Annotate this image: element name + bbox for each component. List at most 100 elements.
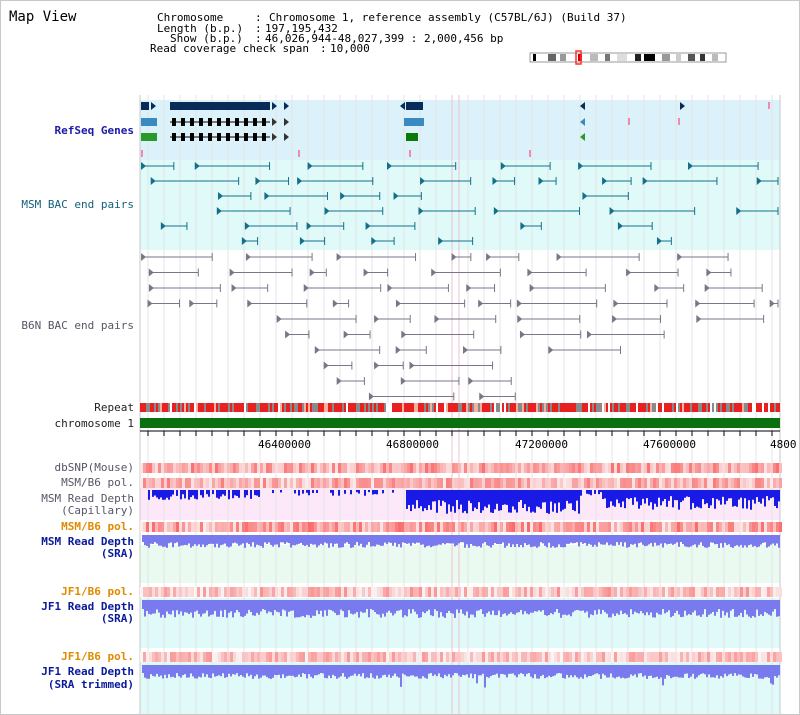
bac-end-marker xyxy=(704,284,710,292)
read-depth-bar xyxy=(600,490,602,493)
repeat-segment xyxy=(684,403,686,412)
read-depth-bar xyxy=(722,490,724,497)
track-label-msm-b6-pol-2[interactable]: MSM/B6 pol. xyxy=(61,520,134,533)
read-depth-bar xyxy=(218,490,220,499)
read-depth-bar xyxy=(588,665,590,676)
read-depth-bar xyxy=(412,600,414,610)
repeat-segment xyxy=(406,403,408,412)
track-label-b6n-bac[interactable]: B6N BAC end pairs xyxy=(21,319,134,332)
read-depth-bar xyxy=(692,600,694,613)
polymorphism-segment xyxy=(287,522,290,532)
track-label-chromosome[interactable]: chromosome 1 xyxy=(54,417,134,430)
read-depth-bar xyxy=(432,535,434,547)
track-label-repeat[interactable]: Repeat xyxy=(94,401,134,414)
bac-end-marker xyxy=(626,268,632,277)
refseq-gene xyxy=(141,118,157,126)
polymorphism-segment xyxy=(740,652,743,662)
length-value: 197,195,432 xyxy=(265,22,338,35)
dbsnp-segment xyxy=(536,463,539,473)
read-depth-bar xyxy=(220,665,222,677)
polymorphism-segment xyxy=(332,652,335,662)
polymorphism-segment xyxy=(386,522,389,532)
dbsnp-segment xyxy=(731,463,734,473)
read-depth-bar xyxy=(468,490,470,501)
read-depth-bar xyxy=(748,535,750,546)
repeat-segment xyxy=(190,403,192,412)
polymorphism-segment xyxy=(152,522,155,532)
dbsnp-segment xyxy=(725,463,728,473)
track-label-msm-b6-pol[interactable]: MSM/B6 pol. xyxy=(61,476,134,489)
track-label-refseq[interactable]: RefSeq Genes xyxy=(54,124,134,137)
repeat-segment xyxy=(188,403,190,412)
polymorphism-segment xyxy=(248,587,251,597)
read-depth-bar xyxy=(728,490,730,499)
repeat-segment xyxy=(342,403,344,412)
polymorphism-segment xyxy=(755,587,758,597)
track-label-msm-depth-capillary[interactable]: MSM Read Depth xyxy=(41,492,134,505)
polymorphism-segment xyxy=(392,652,395,662)
track-label-jf1-b6-pol[interactable]: JF1/B6 pol. xyxy=(61,585,134,598)
read-depth-bar xyxy=(600,535,602,545)
polymorphism-segment xyxy=(563,587,566,597)
repeat-segment xyxy=(482,403,484,412)
polymorphism-segment xyxy=(668,478,671,488)
read-depth-bar xyxy=(424,535,426,548)
track-label-msm-depth-sra[interactable]: MSM Read Depth xyxy=(41,535,134,548)
read-depth-bar xyxy=(356,600,358,613)
polymorphism-segment xyxy=(296,587,299,597)
dbsnp-segment xyxy=(440,463,443,473)
dbsnp-segment xyxy=(527,463,530,473)
read-depth-bar xyxy=(534,665,536,675)
repeat-segment xyxy=(448,403,450,412)
repeat-segment xyxy=(658,403,660,412)
repeat-segment xyxy=(460,403,462,412)
polymorphism-segment xyxy=(335,587,338,597)
read-depth-bar xyxy=(440,665,442,678)
track-label-jf1-depth-sra[interactable]: JF1 Read Depth xyxy=(41,600,134,613)
read-depth-bar xyxy=(580,665,582,678)
read-depth-bar xyxy=(620,490,622,508)
repeat-segment xyxy=(272,403,274,412)
repeat-segment xyxy=(680,403,682,412)
read-depth-bar xyxy=(206,665,208,675)
repeat-segment xyxy=(604,403,606,412)
track-label-jf1-b6-pol-2[interactable]: JF1/B6 pol. xyxy=(61,650,134,663)
polymorphism-segment xyxy=(767,478,770,488)
polymorphism-segment xyxy=(422,587,425,597)
read-depth-bar xyxy=(634,535,636,544)
track-label-dbsnp[interactable]: dbSNP(Mouse) xyxy=(54,461,134,474)
repeat-segment xyxy=(726,403,728,412)
read-depth-bar xyxy=(268,535,270,543)
polymorphism-segment xyxy=(722,522,725,532)
polymorphism-segment xyxy=(266,522,269,532)
polymorphism-segment xyxy=(545,652,548,662)
polymorphism-segment xyxy=(581,652,584,662)
read-depth-bar xyxy=(442,490,444,501)
read-depth-bar xyxy=(418,535,420,543)
read-depth-bar xyxy=(402,535,404,543)
dbsnp-segment xyxy=(272,463,275,473)
read-depth-bar xyxy=(232,490,234,499)
read-depth-bar xyxy=(454,490,456,513)
dbsnp-segment xyxy=(764,463,767,473)
read-depth-bar xyxy=(590,600,592,615)
polymorphism-segment xyxy=(251,478,254,488)
track-label-jf1-depth-trimmed[interactable]: JF1 Read Depth xyxy=(41,665,134,678)
polymorphism-segment xyxy=(308,478,311,488)
polymorphism-segment xyxy=(197,587,200,597)
read-depth-bar xyxy=(480,490,482,513)
read-depth-bar xyxy=(584,535,586,543)
repeat-segment xyxy=(224,403,226,412)
polymorphism-segment xyxy=(617,522,620,532)
polymorphism-segment xyxy=(380,522,383,532)
repeat-segment xyxy=(754,403,756,412)
polymorphism-segment xyxy=(461,522,464,532)
polymorphism-segment xyxy=(362,587,365,597)
repeat-segment xyxy=(262,403,264,412)
read-depth-bar xyxy=(144,535,146,546)
read-depth-bar xyxy=(612,490,614,506)
polymorphism-segment xyxy=(656,587,659,597)
repeat-segment xyxy=(606,403,608,412)
track-label-msm-bac[interactable]: MSM BAC end pairs xyxy=(21,198,134,211)
